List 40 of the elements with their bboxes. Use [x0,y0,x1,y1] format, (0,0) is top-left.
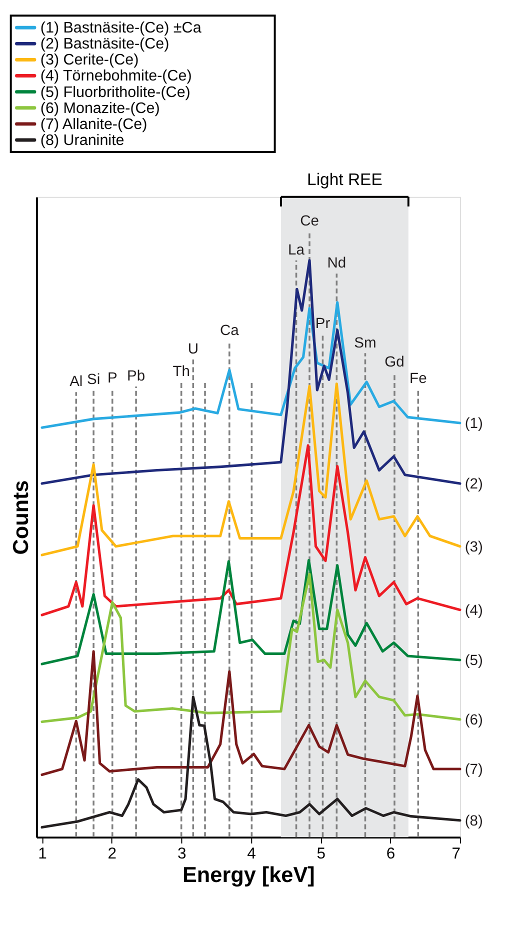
text: (6) [464,712,483,728]
legend-label: (3) Cerite-(Ce) [40,52,139,69]
y-axis-title: Counts [8,480,34,555]
legend-label: (5) Fluorbritholite-(Ce) [40,84,190,101]
legend-label: (6) Monazite-(Ce) [40,100,160,117]
x-tick-label: 7 [452,845,460,862]
x-axis-title: Energy [keV] [182,862,315,887]
ref-line-label: Si [86,372,100,388]
text: (4) [464,602,483,619]
text: (7) [464,762,483,778]
ref-line-label: La [288,242,306,258]
text: (2) [464,476,483,492]
ref-line-label: Al [70,374,83,390]
ref-line-label: Nd [327,256,346,272]
ref-line-label: P [107,370,118,386]
ref-line-label: Th [172,364,190,380]
ref-line-label: Gd [384,354,404,370]
text: (5) [464,652,483,669]
band-label: Light REE [307,170,382,190]
legend-label: (7) Allanite-(Ce) [40,116,148,133]
x-tick-label: 2 [108,845,117,862]
legend-label: (1) Bastnäsite-(Ce) ±Ca [40,20,202,37]
x-tick-label: 3 [177,845,186,862]
text: (3) [464,539,483,556]
ref-line-label: U [188,342,199,358]
x-tick-label: 5 [316,845,326,862]
text: (1) [464,416,483,432]
ref-line-label: Sm [354,335,376,352]
x-tick-label: 6 [386,845,396,862]
legend-label: (2) Bastnäsite-(Ce) [40,36,170,53]
x-tick-label: 1 [38,845,47,862]
text: (8) [464,813,483,830]
ref-line-label: Ca [220,323,240,340]
legend-label: (4) Törnebohmite-(Ce) [40,68,192,85]
ref-line-label: Ce [300,214,319,230]
legend-label: (8) Uraninite [40,132,124,149]
ref-line-label: Fe [410,370,427,387]
x-tick-label: 4 [247,845,256,862]
ref-line-label: Pb [127,368,146,385]
ref-line-label: Pr [315,316,330,332]
